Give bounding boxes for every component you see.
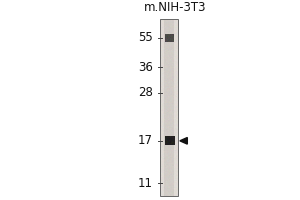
- Text: m.NIH-3T3: m.NIH-3T3: [144, 1, 207, 14]
- Text: 55: 55: [138, 31, 153, 44]
- Polygon shape: [180, 138, 187, 144]
- Text: 36: 36: [138, 61, 153, 74]
- Bar: [160, 19, 178, 196]
- Text: 28: 28: [138, 86, 153, 99]
- Text: 17: 17: [138, 134, 153, 147]
- Text: 11: 11: [138, 177, 153, 190]
